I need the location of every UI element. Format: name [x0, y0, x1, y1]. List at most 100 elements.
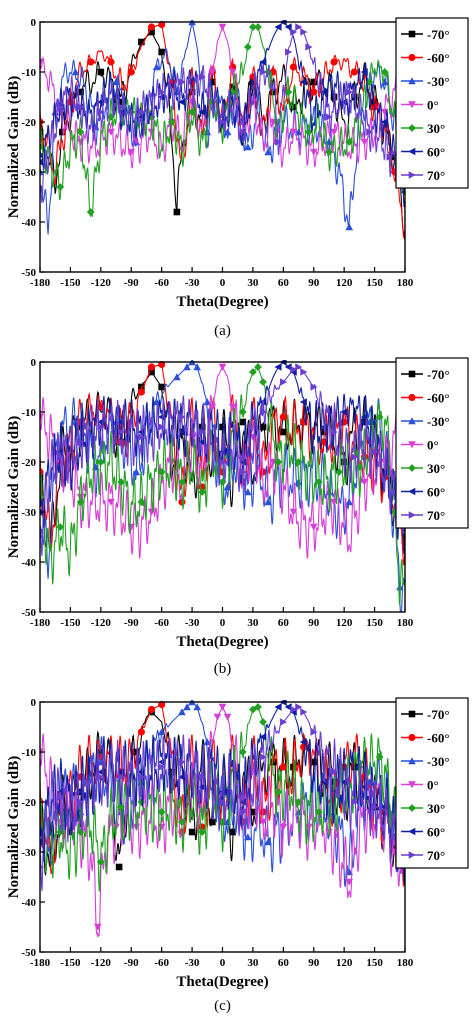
x-tick-label: 120 — [336, 277, 353, 289]
series-6-point — [371, 448, 379, 456]
series-4-point — [56, 523, 65, 531]
series-5-point — [178, 428, 186, 436]
legend-marker — [408, 511, 416, 519]
legend: -70° -60° -30° 0° 30° 60° 70° — [395, 697, 469, 869]
series-0-point — [310, 758, 318, 766]
series-6-point — [295, 363, 303, 371]
x-tick-label: 150 — [366, 957, 383, 969]
series-2-point — [380, 78, 389, 86]
series-1-point — [147, 363, 156, 371]
legend-marker — [408, 733, 416, 742]
series-6-point — [117, 428, 125, 436]
series-3-point — [40, 413, 44, 421]
x-tick-label: -180 — [30, 617, 51, 629]
legend-label: 0° — [427, 438, 439, 453]
series-4-point — [188, 108, 196, 116]
legend-label: -30° — [427, 74, 450, 89]
series-5-point — [360, 68, 368, 76]
x-tick-label: -90 — [124, 277, 139, 289]
y-tick-label: -40 — [21, 217, 36, 229]
series-6-point — [310, 383, 318, 391]
series-4-point — [76, 128, 85, 136]
series-5-point — [198, 108, 206, 116]
plot-area — [40, 360, 405, 612]
series-1-point — [350, 68, 358, 76]
series-6-point — [290, 705, 298, 714]
series-4-point — [355, 463, 364, 471]
series-6-point — [158, 88, 166, 96]
legend-label: -70° — [427, 367, 450, 382]
x-axis-title: Theta(Degree) — [176, 974, 268, 990]
y-tick-label: 0 — [31, 357, 37, 369]
series-6-point — [178, 758, 186, 766]
series-1-point — [127, 68, 135, 76]
panel-caption: (a) — [214, 323, 231, 339]
series-5-point — [40, 158, 44, 166]
series-5-point — [137, 113, 145, 121]
series-line-5 — [40, 21, 405, 208]
series-3-point — [213, 713, 222, 721]
series-2-point — [40, 168, 44, 176]
series-5-point — [274, 703, 282, 711]
legend-marker — [408, 710, 416, 718]
series-5-point — [299, 738, 307, 746]
x-tick-label: -180 — [30, 277, 51, 289]
series-2-point — [345, 498, 354, 506]
series-1-point — [279, 413, 287, 421]
series-5-point — [198, 438, 206, 446]
y-tick-label: 0 — [31, 697, 37, 709]
series-4-point — [56, 183, 65, 191]
x-tick-label: 60 — [278, 617, 290, 629]
series-3-point — [289, 508, 298, 516]
series-5-point — [380, 803, 389, 811]
series-4-point — [157, 468, 166, 476]
series-5-point — [259, 58, 267, 66]
series-4-point — [178, 818, 186, 826]
series-1-point — [310, 88, 318, 96]
panel-caption: (b) — [214, 661, 232, 677]
series-1-point — [137, 728, 145, 736]
x-tick-label: -150 — [60, 277, 81, 289]
series-2-point — [244, 833, 252, 841]
series-5-point — [198, 783, 206, 791]
series-line-4 — [40, 26, 405, 218]
series-6-point — [345, 88, 354, 96]
series-4-point — [117, 478, 126, 486]
series-5-point — [157, 758, 165, 766]
series-6-point — [325, 113, 333, 121]
y-axis-title: Normalized Gain (dB) — [6, 756, 22, 899]
series-3-point — [228, 68, 237, 76]
series-2-point — [294, 128, 303, 136]
series-6-point — [285, 48, 293, 56]
series-3-point — [56, 458, 65, 466]
series-0-point — [133, 748, 140, 756]
series-1-point — [147, 23, 156, 31]
series-4-point — [137, 498, 146, 506]
series-3-point — [330, 128, 338, 136]
series-3-point — [218, 703, 227, 711]
x-tick-label: -120 — [91, 957, 112, 969]
series-0-point — [138, 38, 145, 46]
x-tick-label: 60 — [278, 277, 290, 289]
series-2-point — [264, 498, 272, 506]
series-1-point — [289, 63, 298, 71]
series-4-point — [375, 413, 384, 421]
series-4-point — [249, 23, 257, 31]
series-2-point — [193, 703, 201, 711]
plot-frame — [39, 21, 406, 273]
series-3-point — [279, 823, 288, 831]
series-3-point — [360, 478, 369, 486]
series-0-point — [249, 808, 257, 816]
series-0-point — [59, 128, 66, 136]
series-1-point — [300, 743, 308, 751]
legend-marker — [408, 464, 416, 472]
series-5-point — [178, 773, 186, 781]
series-5-point — [56, 448, 64, 456]
x-tick-label: 90 — [308, 277, 320, 289]
legend-label: -60° — [427, 731, 450, 746]
series-4-point — [117, 803, 126, 811]
x-tick-label: 120 — [336, 957, 353, 969]
series-6-point — [351, 453, 359, 461]
y-tick-label: -10 — [21, 747, 36, 759]
series-3-point — [218, 363, 227, 371]
